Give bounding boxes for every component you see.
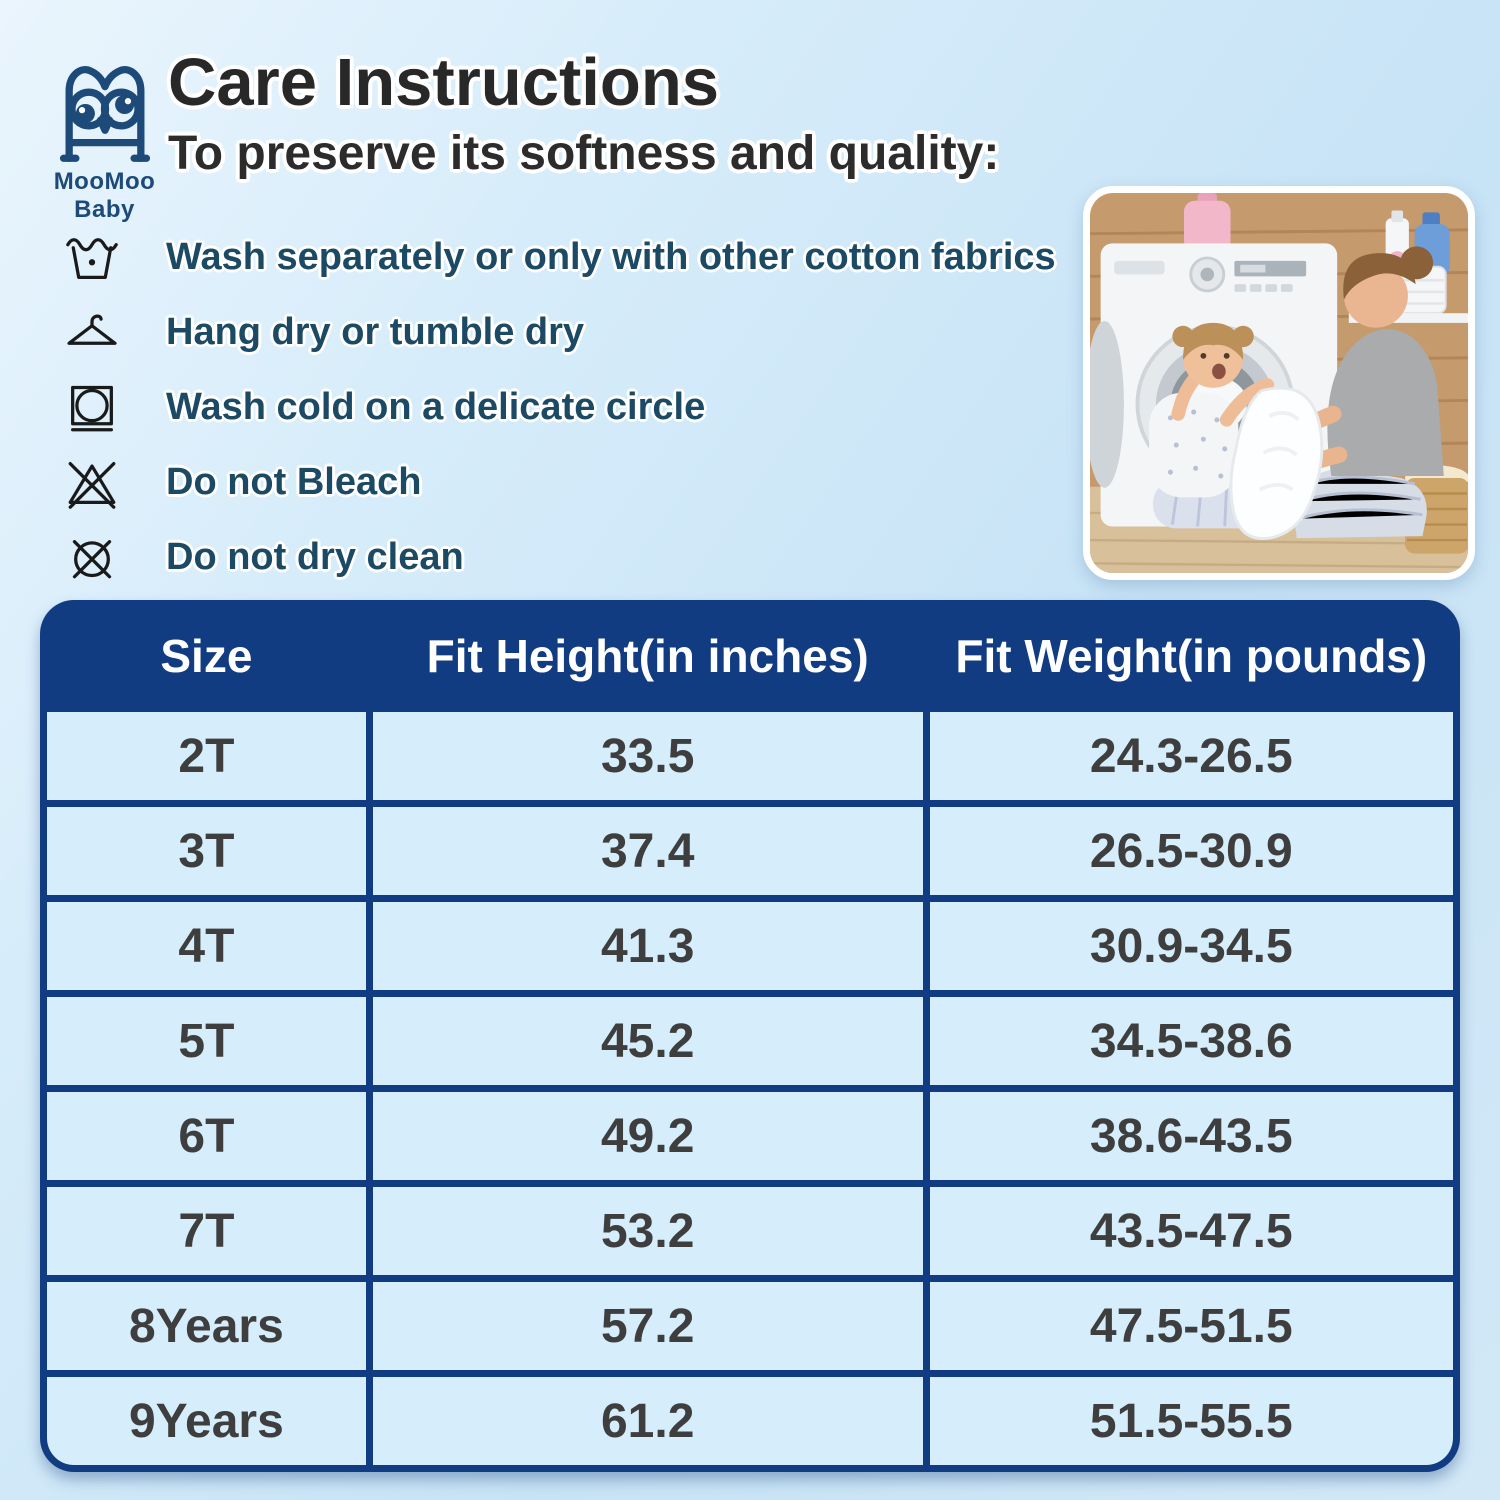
table-cell-height: 45.2 <box>372 997 923 1085</box>
do-not-dry-clean-icon <box>60 526 124 590</box>
table-cell-weight: 38.6-43.5 <box>929 1092 1453 1180</box>
page-subtitle: To preserve its softness and quality: <box>168 127 1000 181</box>
care-item-label: Do not dry clean <box>166 536 464 578</box>
column-header-size: Size <box>160 630 253 682</box>
table-cell-size: 2T <box>47 712 366 800</box>
table-row: 2T 33.5 24.3-26.5 <box>47 712 1453 800</box>
care-item-no-bleach: Do not Bleach <box>60 445 1075 520</box>
table-cell-height: 41.3 <box>372 902 923 990</box>
column-header-weight: Fit Weight(in pounds) <box>955 630 1428 682</box>
towel <box>1229 386 1324 541</box>
column-header-height: Fit Height(in inches) <box>426 630 869 682</box>
table-cell-weight: 26.5-30.9 <box>929 807 1453 895</box>
table-cell-weight: 24.3-26.5 <box>929 712 1453 800</box>
table-cell-weight: 43.5-47.5 <box>929 1187 1453 1275</box>
table-cell-size: 8Years <box>47 1282 366 1370</box>
table-cell-size: 7T <box>47 1187 366 1275</box>
table-row: 6T 49.2 38.6-43.5 <box>47 1092 1453 1180</box>
table-cell-height: 53.2 <box>372 1187 923 1275</box>
child-figure <box>1149 322 1275 529</box>
owl-icon <box>59 66 150 162</box>
table-cell-weight: 30.9-34.5 <box>929 902 1453 990</box>
page-title: Care Instructions <box>168 45 720 120</box>
size-table: Size Fit Height(in inches) Fit Weight(in… <box>40 600 1460 1472</box>
table-cell-height: 57.2 <box>372 1282 923 1370</box>
table-row: 9Years 61.2 51.5-55.5 <box>47 1377 1453 1465</box>
size-table-body: 2T 33.5 24.3-26.5 3T 37.4 26.5-30.9 4T 4… <box>47 712 1453 1465</box>
table-cell-size: 5T <box>47 997 366 1085</box>
care-item-label: Do not Bleach <box>166 461 422 503</box>
care-item-delicate: Wash cold on a delicate circle <box>60 370 1075 445</box>
mother-figure <box>1276 246 1444 539</box>
table-cell-size: 3T <box>47 807 366 895</box>
table-cell-weight: 47.5-51.5 <box>929 1282 1453 1370</box>
delicate-cycle-icon <box>60 376 124 440</box>
table-cell-size: 4T <box>47 902 366 990</box>
care-item-wash: Wash separately or only with other cotto… <box>60 220 1075 295</box>
table-cell-height: 61.2 <box>372 1377 923 1465</box>
table-row: 5T 45.2 34.5-38.6 <box>47 997 1453 1085</box>
care-instructions-list: Wash separately or only with other cotto… <box>60 220 1075 595</box>
care-item-label: Hang dry or tumble dry <box>166 311 585 353</box>
table-cell-height: 49.2 <box>372 1092 923 1180</box>
laundry-photo <box>1083 186 1475 580</box>
care-item-label: Wash cold on a delicate circle <box>166 386 706 428</box>
care-item-hang-dry: Hang dry or tumble dry <box>60 295 1075 370</box>
table-cell-size: 6T <box>47 1092 366 1180</box>
table-cell-weight: 34.5-38.6 <box>929 997 1453 1085</box>
table-row: 3T 37.4 26.5-30.9 <box>47 807 1453 895</box>
table-row: 4T 41.3 30.9-34.5 <box>47 902 1453 990</box>
table-cell-size: 9Years <box>47 1377 366 1465</box>
care-item-no-dry-clean: Do not dry clean <box>60 520 1075 595</box>
do-not-bleach-icon <box>60 451 124 515</box>
care-item-label: Wash separately or only with other cotto… <box>166 236 1056 278</box>
hanger-icon <box>60 301 124 365</box>
brand-logo: MooMoo Baby <box>22 52 187 224</box>
title-block: Care Instructions To preserve its softne… <box>168 45 1000 181</box>
size-table-header: Size Fit Height(in inches) Fit Weight(in… <box>47 600 1453 712</box>
table-cell-weight: 51.5-55.5 <box>929 1377 1453 1465</box>
table-row: 7T 53.2 43.5-47.5 <box>47 1187 1453 1275</box>
wash-tub-icon <box>60 226 124 290</box>
table-cell-height: 37.4 <box>372 807 923 895</box>
table-cell-height: 33.5 <box>372 712 923 800</box>
brand-name: MooMoo Baby <box>53 168 156 223</box>
table-row: 8Years 57.2 47.5-51.5 <box>47 1282 1453 1370</box>
